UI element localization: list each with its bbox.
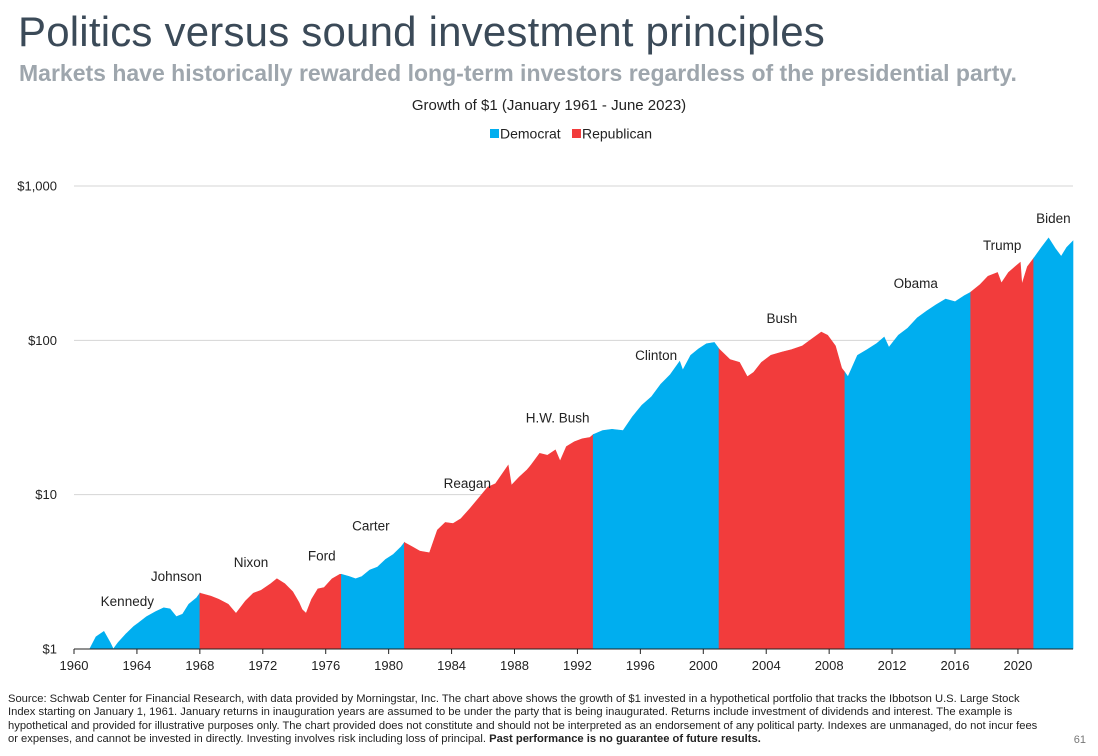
x-tick-label: 1972 (248, 658, 277, 673)
growth-chart: Growth of $1 (January 1961 - June 2023) … (17, 97, 1074, 673)
x-tick-label: 2016 (941, 658, 970, 673)
x-tick-label: 1968 (185, 658, 214, 673)
legend-label-democrat: Democrat (500, 126, 561, 142)
president-label-reagan: Reagan (444, 476, 491, 491)
footnote-disclaimer: Past performance is no guarantee of futu… (489, 733, 761, 746)
legend-swatch-democrat (490, 129, 499, 138)
x-tick-label: 2004 (752, 658, 781, 673)
president-label-ford: Ford (308, 548, 336, 563)
area-carter (341, 541, 405, 650)
president-label-clinton: Clinton (635, 348, 677, 363)
area-ford (301, 574, 342, 650)
x-tick-label: 1988 (500, 658, 529, 673)
president-label-bush: Bush (767, 311, 798, 326)
page-title: Politics versus sound investment princip… (18, 8, 825, 55)
x-tick-label: 1996 (626, 658, 655, 673)
area-biden (1033, 237, 1074, 650)
y-tick-label: $1 (43, 642, 57, 657)
plot-area (74, 237, 1074, 650)
x-tick-label: 1960 (60, 658, 89, 673)
chart-title: Growth of $1 (January 1961 - June 2023) (412, 97, 686, 114)
x-tick-label: 2000 (689, 658, 718, 673)
x-tick-label: 2020 (1003, 658, 1032, 673)
legend-swatch-republican (572, 129, 581, 138)
area-obama (844, 291, 971, 650)
x-tick-label: 1964 (122, 658, 151, 673)
legend: Democrat Republican (490, 126, 652, 142)
area-kennedy (89, 623, 138, 650)
president-label-kennedy: Kennedy (101, 594, 155, 609)
y-axis: $1 $10 $100 $1,000 (17, 179, 57, 657)
area-bush (718, 331, 846, 650)
x-tick-label: 1976 (311, 658, 340, 673)
legend-label-republican: Republican (582, 126, 652, 142)
area-nixon (199, 578, 303, 650)
y-tick-label: $1,000 (17, 179, 57, 194)
president-label-nixon: Nixon (234, 555, 269, 570)
x-tick-label: 2008 (815, 658, 844, 673)
page-subtitle: Markets have historically rewarded long-… (19, 60, 1017, 86)
area-reagan (404, 464, 531, 650)
president-label-h-w-bush: H.W. Bush (526, 411, 590, 426)
page-number: 61 (1073, 734, 1086, 746)
president-label-johnson: Johnson (151, 569, 202, 584)
x-tick-label: 2012 (878, 658, 907, 673)
president-label-trump: Trump (983, 238, 1022, 253)
x-axis: 1960 1964 1968 1972 1976 1980 1984 1988 1992 1996… (60, 649, 1032, 673)
president-label-carter: Carter (352, 518, 390, 533)
x-tick-label: 1992 (563, 658, 592, 673)
president-label-obama: Obama (894, 276, 939, 291)
area-trump (970, 257, 1034, 650)
x-tick-label: 1984 (437, 658, 466, 673)
x-tick-label: 1980 (374, 658, 403, 673)
area-clinton (592, 342, 720, 650)
y-tick-label: $100 (28, 333, 57, 348)
source-footnote: Source: Schwab Center for Financial Rese… (8, 693, 1048, 747)
footnote-text: Source: Schwab Center for Financial Rese… (8, 693, 1038, 746)
president-labels: Kennedy Johnson Nixon Ford Carter Reagan H.W. … (101, 211, 1071, 609)
y-tick-label: $10 (35, 487, 57, 502)
president-label-biden: Biden (1036, 211, 1071, 226)
area-h-w-bush (529, 433, 594, 650)
